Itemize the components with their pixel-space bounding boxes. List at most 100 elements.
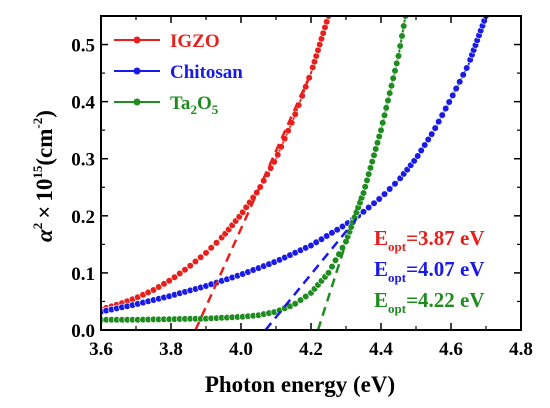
series-point-ta2o5 — [379, 119, 387, 127]
y-tick-label: 0.2 — [71, 207, 95, 228]
y-axis-times: × — [32, 206, 57, 219]
series-point-chitosan — [391, 180, 399, 188]
series-point-ta2o5 — [365, 170, 373, 178]
series-point-chitosan — [410, 157, 418, 165]
series-point-igzo — [239, 208, 247, 216]
series-point-ta2o5 — [366, 164, 375, 172]
series-point-ta2o5 — [380, 111, 389, 119]
y-axis-unit-exp: -2 — [30, 118, 45, 129]
series-point-igzo — [202, 249, 210, 257]
series-point-ta2o5 — [377, 126, 385, 134]
series-point-ta2o5 — [391, 67, 399, 75]
legend-label-chitosan: Chitosan — [170, 62, 243, 83]
series-point-igzo — [160, 280, 168, 288]
series-point-chitosan — [421, 141, 429, 149]
series-point-ta2o5 — [291, 300, 299, 308]
series-point-ta2o5 — [373, 139, 382, 147]
legend-marker-igzo — [133, 36, 141, 44]
plot-series — [101, 16, 490, 330]
series-point-igzo — [274, 151, 282, 159]
series-point-chitosan — [365, 203, 373, 212]
x-tick-label: 4.0 — [229, 339, 253, 360]
y-tick-label: 0.1 — [71, 264, 95, 285]
series-point-chitosan — [375, 195, 383, 203]
series-point-ta2o5 — [398, 32, 406, 40]
series-point-chitosan — [428, 130, 436, 138]
series-point-igzo — [155, 283, 163, 291]
tangent-line-0 — [194, 72, 313, 330]
series-point-chitosan — [442, 104, 450, 113]
y-tick-label: 0.3 — [71, 150, 95, 171]
annotation-ta2o5: Eopt=4.22 eV — [374, 288, 485, 316]
annotation-igzo: Eopt=3.87 eV — [374, 226, 485, 254]
series-point-ta2o5 — [328, 263, 336, 271]
series-point-chitosan — [338, 222, 347, 231]
x-tick-label: 4.4 — [369, 339, 393, 360]
series-point-ta2o5 — [372, 145, 380, 153]
plot-area — [101, 16, 490, 330]
series-point-igzo — [170, 273, 179, 281]
series-point-chitosan — [417, 146, 425, 155]
series-point-igzo — [267, 164, 275, 172]
legend-entry-igzo: IGZO — [114, 31, 220, 52]
legend: IGZO Chitosan Ta2O5 — [114, 31, 243, 117]
series-point-chitosan — [333, 226, 341, 234]
y-axis-alpha: α — [32, 228, 57, 242]
series-point-chitosan — [449, 91, 457, 99]
series-line-ta2o5 — [101, 16, 407, 321]
x-tick-label: 3.6 — [89, 339, 113, 360]
tangent-line-1 — [264, 217, 358, 330]
series-point-ta2o5 — [302, 292, 310, 301]
y-tick-label: 0.4 — [71, 93, 95, 114]
y-axis-title: α2 × 1015(cm-2) — [30, 110, 57, 242]
series-point-chitosan — [431, 124, 439, 132]
series-point-chitosan — [452, 84, 460, 93]
series-point-chitosan — [435, 117, 443, 126]
series-point-chitosan — [424, 135, 432, 144]
annotation-chitosan: Eopt=4.07 eV — [374, 257, 485, 285]
series-point-ta2o5 — [384, 96, 392, 105]
series-point-igzo — [165, 277, 173, 285]
series-point-chitosan — [386, 185, 394, 193]
series-line-igzo — [101, 16, 330, 311]
legend-label-ta2o5: Ta2O5 — [170, 93, 219, 117]
x-tick-label: 4.8 — [509, 339, 533, 360]
series-point-ta2o5 — [324, 269, 333, 277]
y-tick-label: 0.5 — [71, 36, 95, 57]
series-point-chitosan — [459, 71, 467, 79]
series-point-igzo — [191, 257, 200, 266]
series-point-ta2o5 — [331, 256, 340, 264]
x-axis-title: Photon energy (eV) — [205, 372, 395, 397]
legend-label-igzo: IGZO — [170, 31, 220, 52]
x-tick-label: 3.8 — [159, 339, 183, 360]
series-point-ta2o5 — [363, 176, 371, 184]
series-point-igzo — [181, 266, 189, 274]
y-axis-sq: 2 — [30, 223, 45, 230]
series-point-chitosan — [312, 238, 320, 246]
series-point-ta2o5 — [393, 59, 401, 68]
legend-marker-ta2o5 — [133, 98, 141, 106]
series-point-chitosan — [323, 232, 331, 240]
series-point-ta2o5 — [400, 22, 408, 30]
series-point-chitosan — [359, 208, 368, 216]
series-point-igzo — [242, 203, 250, 211]
series-point-chitosan — [370, 199, 378, 207]
series-point-ta2o5 — [370, 151, 378, 159]
legend-entry-chitosan: Chitosan — [114, 62, 243, 83]
series-point-chitosan — [307, 241, 315, 250]
series-point-igzo — [197, 253, 205, 261]
series-point-ta2o5 — [394, 52, 403, 60]
series-point-ta2o5 — [359, 189, 368, 197]
series-point-chitosan — [463, 64, 471, 72]
y-tick-label: 0.0 — [71, 321, 95, 342]
axes: 3.6 3.8 4.0 4.2 4.4 4.6 4.8 0.0 0.1 0.2 0.3 0.4 0.5 — [71, 15, 533, 360]
series-point-ta2o5 — [368, 158, 376, 166]
series-point-ta2o5 — [387, 82, 396, 90]
bandgap-annotations: Eopt=3.87 eV Eopt=4.07 eV Eopt=4.22 eV — [374, 226, 485, 316]
legend-entry-ta2o5: Ta2O5 — [114, 93, 219, 117]
legend-marker-chitosan — [133, 67, 141, 75]
y-axis-unit: (cm — [32, 129, 57, 166]
series-point-ta2o5 — [382, 104, 390, 112]
series-point-ta2o5 — [361, 183, 369, 191]
